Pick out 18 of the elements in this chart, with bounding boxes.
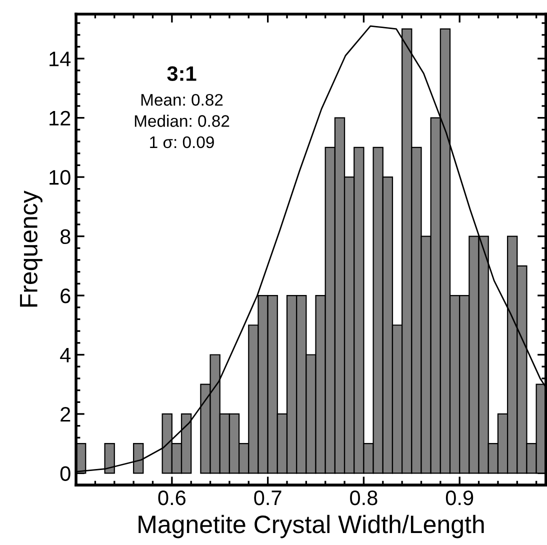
annotation: Median: 0.82	[134, 114, 230, 127]
annotation: 3:1	[167, 66, 196, 82]
y-tick-label: 6	[60, 288, 70, 304]
y-tick-label: 8	[60, 229, 70, 244]
y-tick-label: 14	[50, 52, 71, 66]
x-tick-label: 0.9	[446, 490, 474, 506]
x-tick-label: 0.7	[254, 490, 282, 506]
x-tick-label: 0.8	[350, 490, 378, 506]
y-tick-label: 0	[60, 466, 70, 481]
y-tick-label: 10	[50, 170, 70, 185]
x-axis-title: Magnetite Crystal Width/Length	[138, 514, 484, 538]
y-tick-label: 4	[60, 348, 71, 362]
y-tick-label: 2	[60, 406, 70, 422]
annotation: Mean: 0.82	[141, 94, 223, 106]
annotation: 1 σ: 0.09	[150, 136, 214, 148]
x-tick-label: 0.6	[158, 490, 186, 506]
y-axis-title: Frequency	[20, 190, 42, 307]
y-tick-label: 12	[50, 110, 70, 126]
